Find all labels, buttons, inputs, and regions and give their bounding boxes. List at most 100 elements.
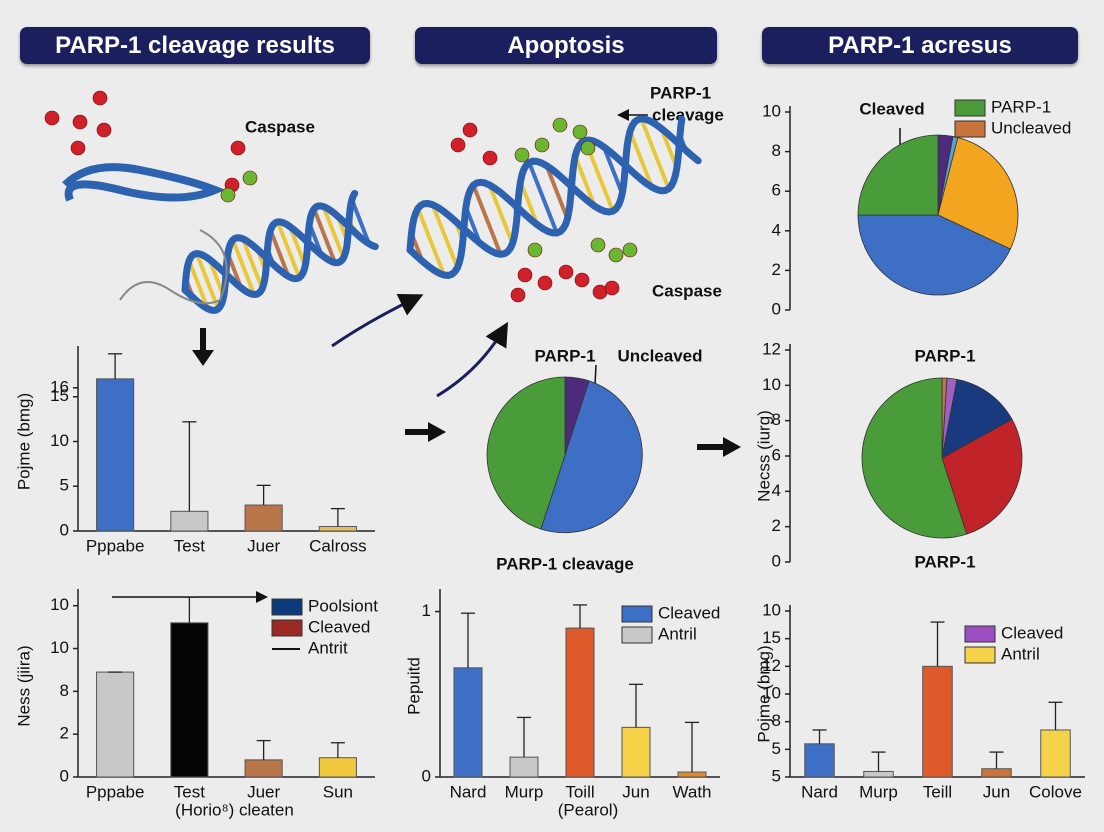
bar <box>922 665 953 778</box>
atom <box>482 150 498 166</box>
annotation: Uncleaved <box>617 346 702 365</box>
y-tick-label: 12 <box>762 339 781 358</box>
y-tick-label: 12 <box>762 656 781 675</box>
y-tick-label: 6 <box>772 181 781 200</box>
y-tick-label: 4 <box>772 481 781 500</box>
helix-rung <box>231 239 256 296</box>
legend-label: Cleaved <box>658 603 720 622</box>
legend-label: Antril <box>1001 644 1040 663</box>
y-tick-label: 10 <box>50 431 69 450</box>
atom <box>580 140 596 156</box>
helix-rung <box>430 204 460 269</box>
y-tick-label: 4 <box>772 220 781 239</box>
arrow-head <box>192 350 214 366</box>
y-tick-label: 10 <box>762 375 781 394</box>
atom <box>70 140 86 156</box>
helix-rung <box>487 184 515 245</box>
helix-rung <box>312 208 337 264</box>
x-tick-label: Pppabe <box>86 536 145 555</box>
x-tick-label: Test <box>174 782 205 801</box>
y-tick-label: 0 <box>60 520 69 539</box>
pie-slice <box>857 134 939 216</box>
legend-swatch <box>621 626 653 644</box>
helix-strand <box>181 202 379 315</box>
bar <box>677 771 707 778</box>
y-tick-label: 10 <box>50 595 69 614</box>
helix-rung <box>573 155 597 207</box>
pie-slice <box>540 380 643 534</box>
bar <box>804 743 835 778</box>
y-tick-label: 0 <box>60 766 69 785</box>
atom <box>527 242 543 258</box>
x-tick-label: Teill <box>923 782 952 801</box>
atom <box>558 264 574 280</box>
atom <box>622 242 638 258</box>
atom <box>72 114 88 130</box>
atom <box>230 140 246 156</box>
atom <box>608 247 624 263</box>
atom <box>510 287 526 303</box>
atom <box>92 90 108 106</box>
x-tick-label: Murp <box>859 782 898 801</box>
atom <box>534 137 550 153</box>
x-tick-label: Nard <box>450 782 487 801</box>
x-tick-label: Toill <box>565 782 594 801</box>
atom <box>537 275 553 291</box>
legend-label: Cleaved <box>1001 623 1063 642</box>
helix-rung <box>187 259 210 310</box>
annotation: PARP-1 <box>534 346 595 365</box>
y-tick-label: 5 <box>60 476 69 495</box>
y-tick-label: 2 <box>60 724 69 743</box>
bar <box>981 768 1012 778</box>
legend-swatch <box>964 625 996 643</box>
legend-swatch <box>954 99 986 117</box>
legend-label: Antrit <box>308 638 348 657</box>
helix-rung <box>275 221 302 279</box>
helix-strand <box>406 115 702 258</box>
bar <box>96 378 135 532</box>
x-tick-label: Sun <box>323 782 353 801</box>
protein-coil <box>119 229 228 305</box>
bar <box>318 526 357 532</box>
helix-rung <box>240 238 265 290</box>
legend-label: PARP-1 <box>991 97 1051 116</box>
y-tick-label: 10 <box>762 600 781 619</box>
x-tick-label: Calross <box>309 536 367 555</box>
illustration-label: Caspase <box>245 117 315 136</box>
chart-title: PARP-1 cleavage <box>496 554 634 573</box>
legend-label: Cleaved <box>308 617 370 636</box>
y-axis-label: Pepuitd <box>404 657 423 715</box>
helix-strand <box>181 189 359 299</box>
y-tick-label: 8 <box>772 711 781 730</box>
helix-rung <box>639 118 671 190</box>
arrow <box>331 293 424 348</box>
helix-rung <box>518 180 540 226</box>
arrow-head <box>723 437 741 457</box>
y-tick-label: 10 <box>50 638 69 657</box>
y-tick-label: 8 <box>60 681 69 700</box>
panel-header: Apoptosis <box>415 27 717 64</box>
x-axis-label: (Pearol) <box>558 800 618 819</box>
helix-rung <box>601 146 625 195</box>
bar <box>863 770 894 778</box>
atom <box>572 124 588 140</box>
legend-swatch <box>964 646 996 664</box>
x-tick-label: Murp <box>505 782 544 801</box>
pie-slice <box>861 377 968 539</box>
annotation: Cleaved <box>859 99 924 118</box>
legend-swatch <box>954 120 986 138</box>
x-tick-label: Jun <box>983 782 1010 801</box>
pie-slice <box>486 376 566 530</box>
bar <box>244 504 283 532</box>
atom <box>552 117 568 133</box>
x-tick-label: Nard <box>801 782 838 801</box>
y-tick-label: 0 <box>422 766 431 785</box>
helix-rung <box>527 161 559 234</box>
helix-strand <box>406 115 686 279</box>
legend-label: Poolsiont <box>308 596 378 615</box>
x-tick-label: Juer <box>247 782 280 801</box>
x-tick-label: Jun <box>622 782 649 801</box>
bar <box>1040 729 1071 778</box>
illustration-label: cleavage <box>652 105 724 124</box>
